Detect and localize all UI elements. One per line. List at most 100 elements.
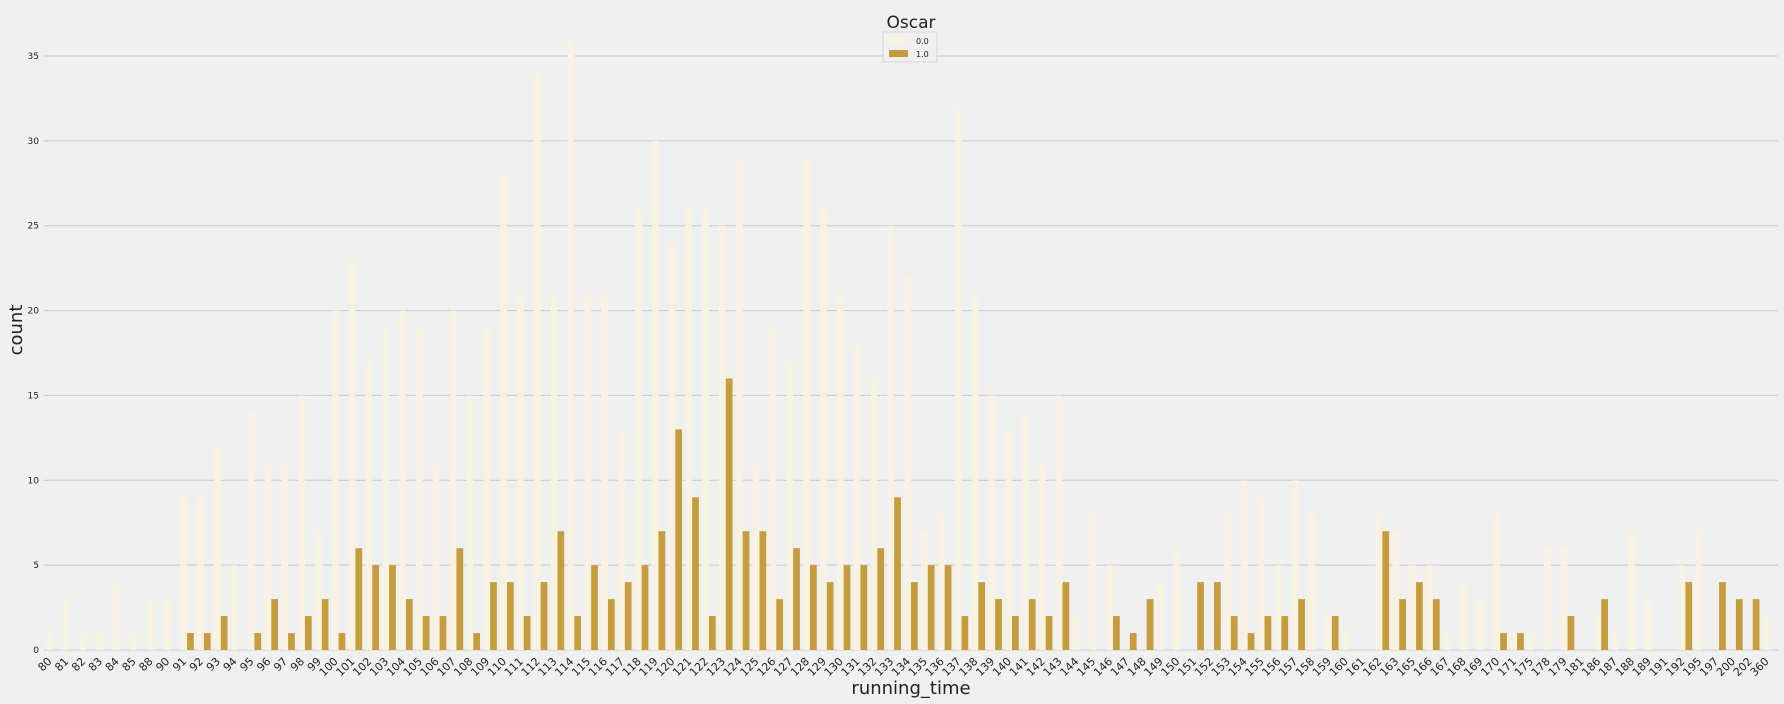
bar-series-1 <box>372 565 380 650</box>
bar-series-0 <box>1543 548 1551 650</box>
bar-series-0 <box>197 497 204 650</box>
bar-series-0 <box>769 327 777 650</box>
bar-series-0 <box>365 361 373 650</box>
bar-series-0 <box>180 497 188 650</box>
bar-series-1 <box>389 565 396 650</box>
bar-series-0 <box>618 429 625 650</box>
bar-series-1 <box>607 599 615 650</box>
bar-series-0 <box>735 157 743 650</box>
bar-series-1 <box>321 599 329 650</box>
legend-title: Oscar <box>887 13 936 33</box>
legend-label-0: 0.0 <box>916 37 929 46</box>
bar-series-1 <box>591 565 598 650</box>
bar-series-0 <box>230 565 238 650</box>
bar-series-0 <box>1611 633 1619 650</box>
bar-series-1 <box>1062 582 1070 650</box>
bar-series-1 <box>675 429 683 650</box>
bar-series-1 <box>1752 599 1760 650</box>
bar-series-1 <box>759 531 767 650</box>
bar-series-0 <box>786 361 794 650</box>
bar-series-1 <box>894 497 901 650</box>
bar-series-1 <box>288 633 295 650</box>
bar-series-1 <box>1685 582 1693 650</box>
bar-series-1 <box>1146 599 1154 650</box>
bar-series-1 <box>860 565 868 650</box>
bar-series-0 <box>247 412 255 650</box>
bar-series-0 <box>129 633 137 650</box>
y-tick-label: 10 <box>28 476 40 486</box>
bar-series-0 <box>550 293 558 650</box>
bar-series-1 <box>574 616 582 650</box>
bar-series-0 <box>1257 497 1265 650</box>
bar-series-1 <box>809 565 817 650</box>
bar-series-0 <box>668 242 676 650</box>
bar-series-1 <box>725 378 733 650</box>
bar-series-0 <box>601 293 608 650</box>
bar-series-1 <box>254 633 262 650</box>
bar-series-0 <box>298 395 305 650</box>
legend: Oscar 0.0 1.0 <box>882 13 938 63</box>
bar-series-0 <box>1476 599 1484 650</box>
bar-series-0 <box>382 327 390 650</box>
bar-series-0 <box>1645 599 1652 650</box>
bar-series-1 <box>422 616 430 650</box>
bar-series-1 <box>1382 531 1390 650</box>
bar-series-0 <box>937 514 945 650</box>
bar-series-1 <box>1416 582 1423 650</box>
bar-series-0 <box>1224 514 1231 650</box>
bar-series-0 <box>79 633 87 650</box>
bar-series-0 <box>685 208 693 651</box>
bar-series-1 <box>1719 582 1726 650</box>
bar-series-1 <box>1012 616 1019 650</box>
bar-series-0 <box>96 633 103 650</box>
bar-series-0 <box>1005 429 1013 650</box>
bar-series-0 <box>416 327 423 650</box>
bar-series-0 <box>331 310 339 650</box>
x-axis-label: running_time <box>851 678 970 699</box>
bar-series-1 <box>692 497 699 650</box>
bar-series-1 <box>490 582 497 650</box>
bar-series-1 <box>1567 616 1575 650</box>
bar-series-1 <box>1298 599 1305 650</box>
y-axis-label: count <box>6 305 27 356</box>
bar-series-0 <box>45 633 53 650</box>
bar-series-0 <box>163 599 171 650</box>
bar-series-1 <box>203 633 211 650</box>
bar-series-1 <box>624 582 632 650</box>
bar-series-1 <box>557 531 565 650</box>
bar-series-0 <box>1678 565 1686 650</box>
bar-series-1 <box>1281 616 1289 650</box>
bar-series-0 <box>1038 463 1046 650</box>
bar-series-1 <box>708 616 716 650</box>
y-tick-label: 0 <box>33 646 39 656</box>
bar-series-0 <box>1510 633 1518 650</box>
bar-series-1 <box>1517 633 1524 650</box>
bar-series-0 <box>1762 616 1770 650</box>
bar-series-0 <box>281 463 289 650</box>
bar-series-1 <box>1399 599 1406 650</box>
bar-series-1 <box>911 582 918 650</box>
bar-series-0 <box>836 293 844 650</box>
bar-series-1 <box>506 582 514 650</box>
bar-series-1 <box>1028 599 1036 650</box>
bar-series-0 <box>1089 514 1097 650</box>
bar-series-0 <box>1173 548 1181 650</box>
bar-series-1 <box>1230 616 1238 650</box>
y-tick-label: 5 <box>33 561 39 571</box>
bar-series-1 <box>927 565 935 650</box>
bar-series-0 <box>634 208 642 651</box>
bar-series-0 <box>315 531 322 650</box>
bar-series-1 <box>271 599 278 650</box>
bar-series-0 <box>803 157 810 650</box>
bar-series-1 <box>843 565 851 650</box>
bar-series-1 <box>1601 599 1608 650</box>
bar-series-0 <box>1022 412 1029 650</box>
legend-label-1: 1.0 <box>916 50 929 59</box>
bar-series-0 <box>1308 514 1316 650</box>
bar-series-1 <box>978 582 986 650</box>
bar-series-1 <box>658 531 666 650</box>
bar-series-1 <box>1735 599 1743 650</box>
x-tick-label: 360 <box>1748 655 1772 679</box>
bar-series-1 <box>338 633 346 650</box>
